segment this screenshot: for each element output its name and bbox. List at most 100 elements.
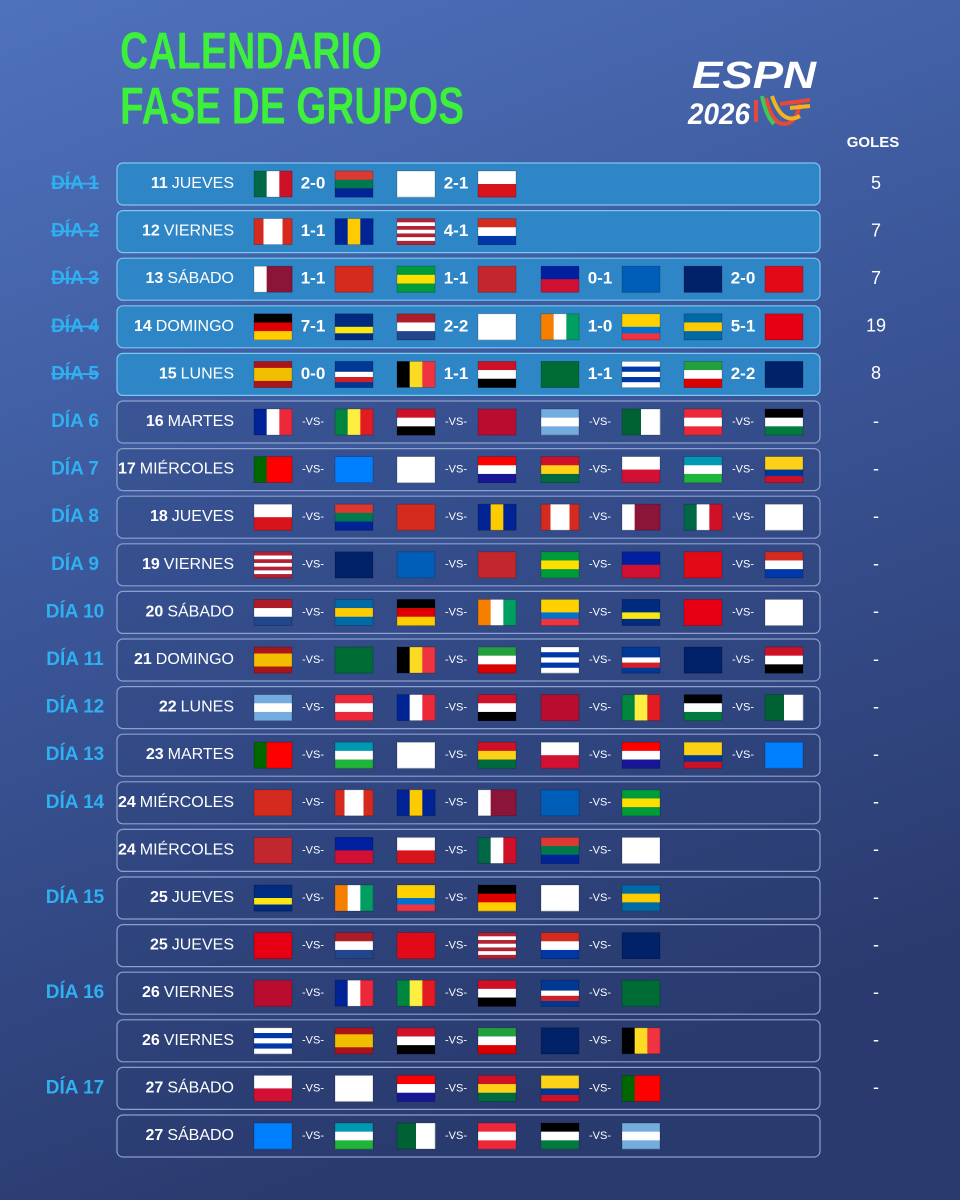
flag-stripe — [335, 608, 373, 618]
day-label: DÍA 6 — [51, 410, 99, 432]
flag-stripe — [335, 551, 373, 579]
flag-stripe — [347, 409, 361, 435]
score: -VS- — [732, 416, 754, 428]
flag — [396, 694, 436, 721]
flag — [253, 884, 293, 912]
flag-stripe — [409, 980, 423, 1007]
flag-border — [396, 503, 436, 531]
flag-stripe — [335, 885, 348, 911]
score: 1-1 — [588, 364, 613, 383]
flag-stripe — [422, 694, 436, 721]
flag-stripe — [335, 512, 373, 522]
score: -VS- — [445, 559, 467, 571]
flag-stripe — [335, 1040, 373, 1048]
flag-border — [540, 313, 580, 341]
flag-stripe — [478, 313, 516, 341]
flag-stripe — [684, 748, 722, 756]
date-label: 25 JUEVES — [150, 937, 234, 954]
flag-stripe — [478, 1027, 516, 1037]
flag-border — [477, 789, 517, 817]
flag-stripe — [397, 361, 410, 388]
score: 1-1 — [301, 269, 326, 288]
flag-stripe — [541, 417, 579, 427]
flag-border — [253, 313, 293, 341]
flag-stripe — [622, 618, 660, 626]
flag — [683, 408, 723, 436]
score: -VS- — [302, 987, 324, 999]
flag-border — [334, 218, 374, 246]
score: 1-1 — [301, 221, 326, 240]
score: -VS- — [732, 606, 754, 618]
flag-border — [334, 170, 374, 198]
flag-border — [477, 979, 517, 1007]
flag-border — [396, 646, 436, 674]
flag — [621, 1122, 661, 1150]
flag-stripe — [684, 473, 722, 483]
title-line: CALENDARIO — [120, 23, 382, 81]
flag-stripe — [397, 616, 435, 626]
flag-border — [396, 932, 436, 959]
flag-stripe — [634, 1075, 648, 1102]
flag-stripe — [254, 837, 292, 864]
flag-stripe — [397, 171, 435, 198]
flag-stripe — [254, 616, 292, 626]
flag-stripe — [541, 313, 554, 340]
score: -VS- — [445, 987, 467, 999]
date-number: 27 — [146, 1080, 164, 1097]
flag-stripe — [397, 1045, 435, 1055]
flag-stripe — [684, 647, 722, 674]
flag — [396, 218, 436, 246]
flag — [621, 313, 661, 341]
goals-value: 19 — [866, 316, 886, 336]
flag-stripe — [397, 274, 435, 284]
flag-stripe — [397, 904, 435, 912]
flag-stripe — [254, 789, 292, 817]
flag-stripe — [478, 940, 516, 945]
flag-stripe — [335, 1027, 373, 1035]
flag — [334, 789, 374, 817]
weekday: SÁBADO — [167, 1125, 234, 1144]
flag-stripe — [478, 742, 516, 752]
weekday: SÁBADO — [167, 1078, 234, 1097]
day-label: DÍA 7 — [51, 458, 99, 480]
flag-stripe — [254, 653, 292, 661]
date-number: 13 — [146, 270, 164, 287]
flag-border — [477, 456, 517, 484]
flag — [477, 1122, 517, 1150]
flag-border — [334, 932, 374, 959]
flag-stripe — [622, 667, 660, 674]
score: 2-2 — [731, 364, 756, 383]
score: -VS- — [302, 464, 324, 476]
date-label: 27 SÁBADO — [146, 1125, 234, 1144]
flag-stripe — [622, 504, 635, 531]
score: -VS- — [445, 416, 467, 428]
flag-stripe — [279, 742, 293, 769]
date-label: 24 MIÉRCOLES — [118, 792, 234, 811]
goals-value: - — [873, 982, 879, 1002]
weekday: JUEVES — [172, 175, 234, 192]
score: -VS- — [445, 606, 467, 618]
flag — [683, 694, 723, 721]
weekday: VIERNES — [164, 1032, 234, 1049]
score: -VS- — [732, 464, 754, 476]
flag — [334, 218, 374, 246]
score: -VS- — [445, 1035, 467, 1047]
score: -VS- — [445, 749, 467, 761]
flag — [334, 408, 374, 436]
flag-border — [334, 456, 374, 484]
weekday: LUNES — [181, 699, 234, 716]
flag-stripe — [622, 798, 660, 808]
flag-stripe — [478, 750, 516, 760]
flag-stripe — [363, 789, 374, 816]
flag — [396, 551, 436, 579]
flag — [253, 1075, 293, 1102]
flag-stripe — [490, 789, 504, 816]
flag-stripe — [541, 1075, 579, 1083]
flag-border — [540, 551, 580, 579]
flag-border — [764, 360, 804, 388]
flag-stripe — [622, 551, 660, 566]
day-label: DÍA 15 — [46, 886, 105, 908]
flag-stripe — [478, 664, 516, 674]
flag-stripe — [541, 361, 579, 388]
goals-value: - — [873, 1077, 879, 1097]
